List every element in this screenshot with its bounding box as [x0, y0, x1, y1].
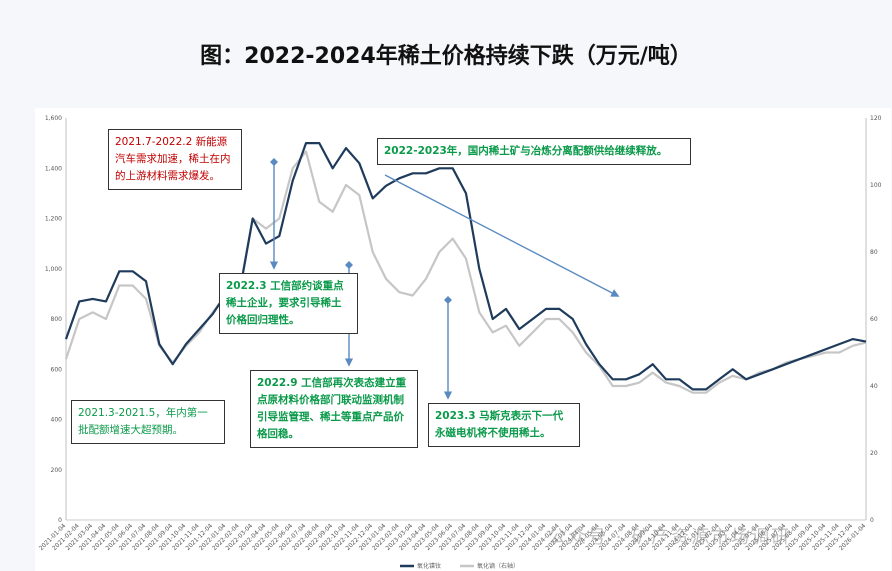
y-right-tick-label: 100	[870, 182, 882, 189]
annotation-2023-3: 2023.3 马斯克表示下一代永磁电机将不使用稀土。	[428, 403, 580, 447]
series-line-dysprosium	[64, 150, 867, 394]
annotation-marker	[444, 296, 452, 304]
y-right-tick-label: 120	[870, 115, 882, 122]
y-left-tick-label: 0	[58, 517, 62, 524]
annotation-marker	[270, 158, 278, 166]
annotation-2022-9-text: 2022.9 工信部再次表态建立重点原材料价格部门联动监测机制 引导监管理、稀土…	[257, 377, 407, 440]
annotation-marker	[345, 261, 353, 269]
y-right-tick-label: 80	[870, 249, 878, 256]
y-right-tick-label: 40	[870, 383, 878, 390]
y-left-tick-label: 1,200	[45, 216, 62, 223]
y-left-tick-label: 600	[51, 366, 63, 373]
annotation-2022-2023-text: 2022-2023年，国内稀土矿与冶炼分离配额供给继续释放。	[384, 145, 668, 157]
annotation-2021-7-text: 2021.7-2022.2 新能源汽车需求加速，稀土在内的上游材料需求爆发。	[115, 136, 231, 182]
watermark: 公众号 · 矿产资源市场调研	[548, 527, 792, 548]
chart-title: 图：2022-2024年稀土价格持续下跌（万元/吨）	[200, 44, 692, 69]
annotation-2022-9: 2022.9 工信部再次表态建立重点原材料价格部门联动监测机制 引导监管理、稀土…	[250, 370, 418, 448]
y-left-tick-label: 1,400	[45, 165, 62, 172]
series-line-prnd	[64, 142, 867, 391]
y-left-tick-label: 1,600	[45, 115, 62, 122]
annotation-2021-3-text: 2021.3-2021.5，年内第一批配额增速大超预期。	[78, 407, 208, 436]
annotation-2021-3: 2021.3-2021.5，年内第一批配额增速大超预期。	[71, 400, 225, 444]
y-right-tick-label: 60	[870, 316, 878, 323]
annotation-2022-3: 2022.3 工信部约谈重点稀土企业，要求引导稀土价格回归理性。	[219, 273, 358, 334]
y-right-tick-label: 20	[870, 450, 878, 457]
y-left-tick-label: 200	[51, 467, 63, 474]
annotation-2022-2023: 2022-2023年，国内稀土矿与冶炼分离配额供给继续释放。	[377, 138, 691, 165]
legend-label: 氧化镝（右轴）	[477, 562, 519, 570]
y-left-tick-label: 1,000	[45, 266, 62, 273]
y-left-tick-label: 400	[51, 417, 63, 424]
y-left-tick-label: 800	[51, 316, 63, 323]
arrow-2022-2023	[384, 174, 620, 297]
annotation-2021-7: 2021.7-2022.2 新能源汽车需求加速，稀土在内的上游材料需求爆发。	[108, 129, 242, 190]
annotation-2023-3-text: 2023.3 马斯克表示下一代永磁电机将不使用稀土。	[435, 410, 564, 439]
annotation-2022-3-text: 2022.3 工信部约谈重点稀土企业，要求引导稀土价格回归理性。	[226, 280, 344, 326]
y-right-tick-label: 0	[870, 517, 874, 524]
legend-label: 氧化镨钕	[417, 562, 441, 570]
